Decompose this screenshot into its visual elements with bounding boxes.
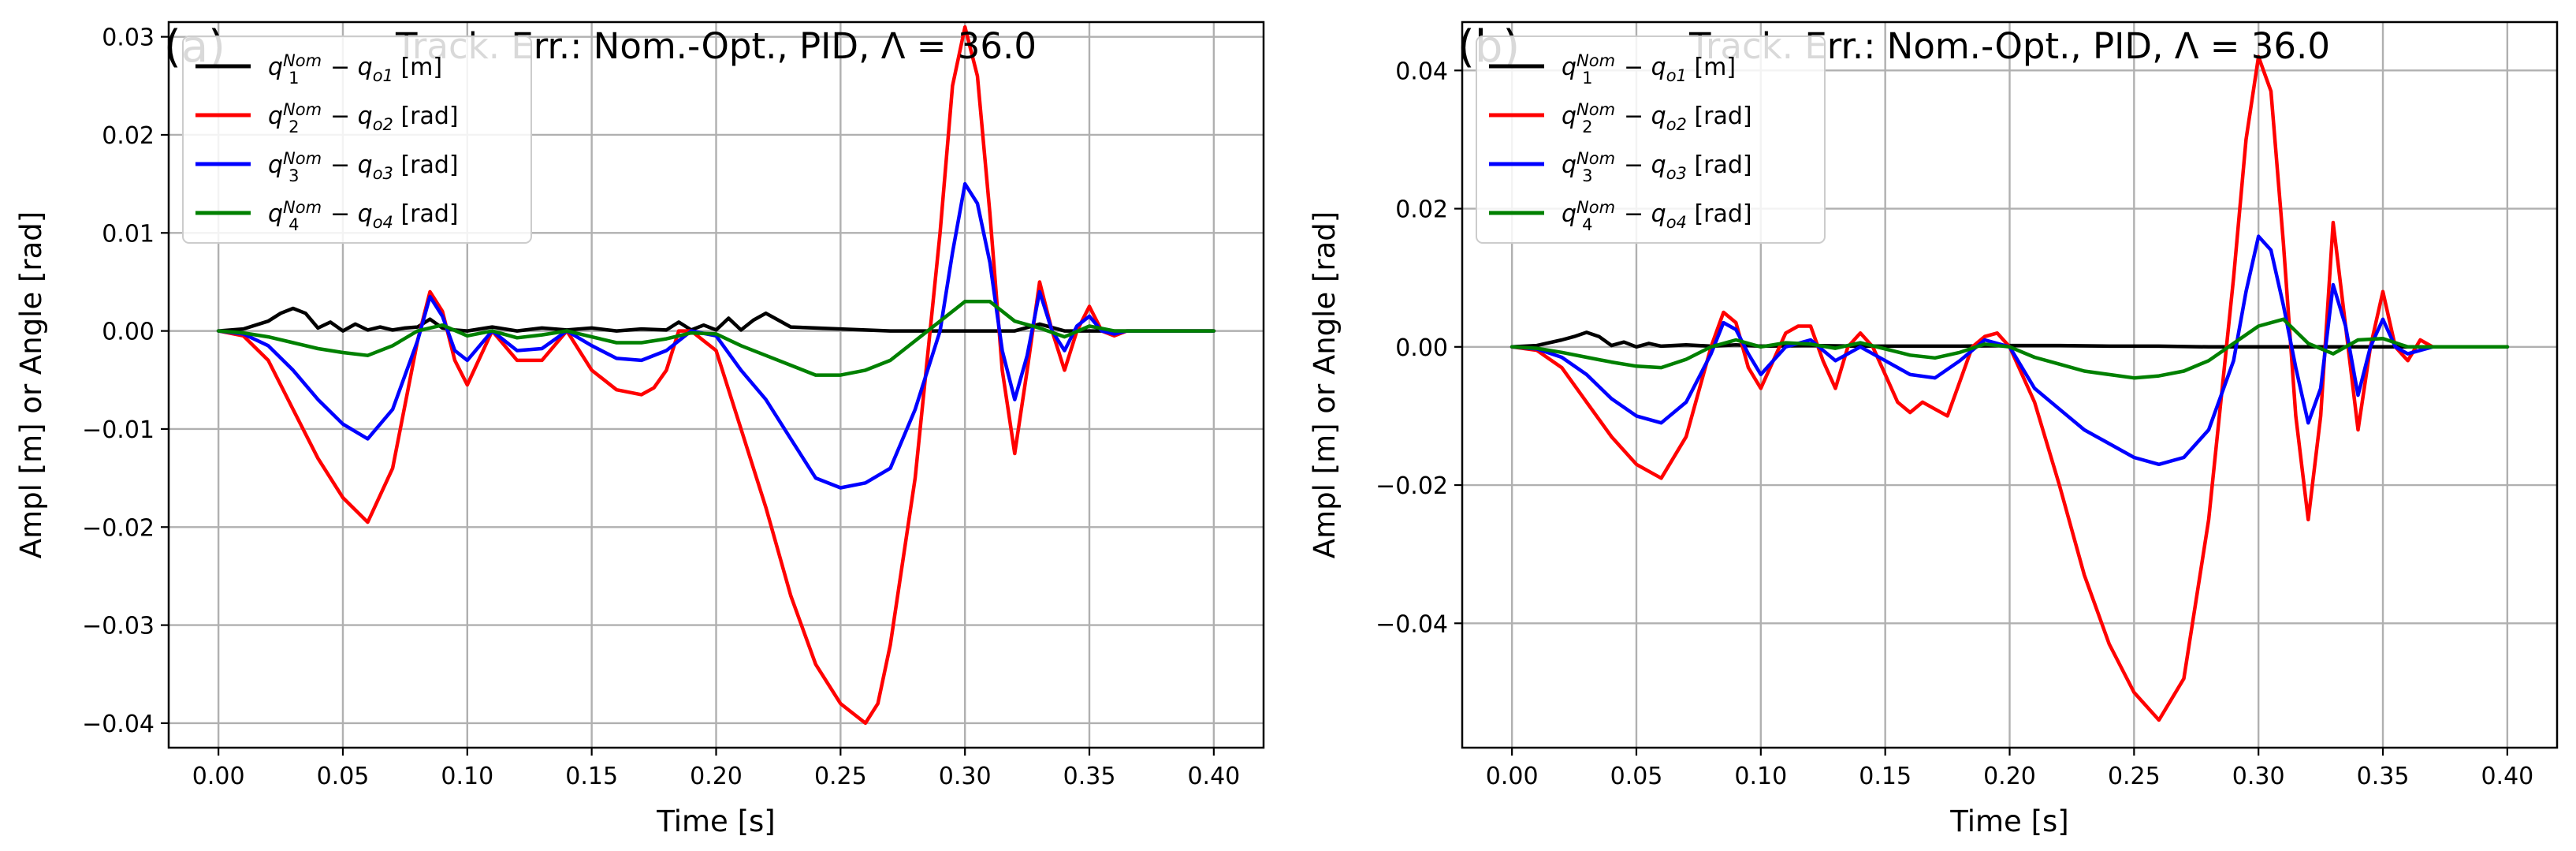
y-tick-label: −0.04 bbox=[82, 711, 154, 738]
series-line-q3 bbox=[1509, 234, 2510, 467]
legend-label-q2: qNom 2 − qo2 [rad] bbox=[268, 100, 459, 136]
x-tick-label: 0.40 bbox=[1187, 763, 1240, 790]
series-line-q3 bbox=[216, 181, 1216, 490]
x-tick-label: 0.35 bbox=[1063, 763, 1116, 790]
y-tick-label: −0.01 bbox=[82, 416, 154, 444]
series-line-q2 bbox=[1509, 54, 2510, 722]
x-tick-label: 0.15 bbox=[565, 763, 618, 790]
x-tick-label: 0.05 bbox=[317, 763, 370, 790]
series-line-q4 bbox=[216, 300, 1216, 377]
x-tick-label: 0.25 bbox=[814, 763, 867, 790]
legend: qNom 1 − qo1 [m] qNom 2 − qo2 [rad] qNom 3 − … bbox=[182, 35, 532, 244]
y-tick-label: 0.03 bbox=[102, 24, 154, 52]
x-tick-label: 0.10 bbox=[441, 763, 493, 790]
y-tick-label: 0.00 bbox=[102, 319, 154, 346]
chart-panel-b: 0.00 0.05 0.10 0.15 0.20 0.25 0.30 0.35 0.40 −0.0… bbox=[1308, 21, 2559, 838]
x-tick-label: 0.30 bbox=[2232, 763, 2285, 790]
chart-panel-a: 0.00 0.05 0.10 0.15 0.20 0.25 0.30 0.35 0.40 −0.0… bbox=[14, 21, 1265, 838]
y-tick-label: 0.04 bbox=[1395, 58, 1448, 85]
x-tick-label: 0.20 bbox=[690, 763, 743, 790]
x-tick-label: 0.40 bbox=[2481, 763, 2533, 790]
x-tick-label: 0.35 bbox=[2357, 763, 2410, 790]
x-tick-label: 0.00 bbox=[192, 763, 245, 790]
y-tick-label: −0.03 bbox=[82, 613, 154, 640]
y-tick-label: 0.00 bbox=[1395, 334, 1448, 362]
y-tick-label: 0.01 bbox=[102, 220, 154, 248]
legend-label-q3: qNom 3 − qo3 [rad] bbox=[1562, 149, 1752, 185]
legend-box bbox=[182, 35, 532, 244]
x-axis-label: Time [s] bbox=[1949, 804, 2068, 838]
series-line-q1 bbox=[216, 306, 1216, 333]
y-tick-label: −0.04 bbox=[1375, 610, 1448, 638]
y-tick-label: −0.02 bbox=[1375, 472, 1448, 500]
x-tick-label: 0.10 bbox=[1734, 763, 1787, 790]
legend-label-q3: qNom 3 − qo3 [rad] bbox=[268, 149, 459, 185]
series-line-q4 bbox=[1509, 317, 2510, 380]
y-axis-label: Ampl [m] or Angle [rad] bbox=[1308, 211, 1342, 558]
legend-label-q1: qNom 1 − qo1 [m] bbox=[1562, 51, 1736, 88]
y-axis-label: Ampl [m] or Angle [rad] bbox=[14, 211, 48, 558]
x-tick-label: 0.30 bbox=[939, 763, 992, 790]
x-tick-label: 0.15 bbox=[1859, 763, 1912, 790]
x-tick-label: 0.20 bbox=[1983, 763, 2036, 790]
x-tick-label: 0.25 bbox=[2108, 763, 2161, 790]
x-tick-label: 0.05 bbox=[1610, 763, 1663, 790]
y-tick-label: 0.02 bbox=[1395, 196, 1448, 224]
x-axis-label: Time [s] bbox=[656, 804, 775, 838]
legend-label-q4: qNom 4 − qo4 [rad] bbox=[1562, 198, 1752, 234]
x-tick-label: 0.00 bbox=[1486, 763, 1539, 790]
legend-label-q4: qNom 4 − qo4 [rad] bbox=[268, 198, 459, 234]
legend: qNom 1 − qo1 [m] qNom 2 − qo2 [rad] qNom 3 − … bbox=[1476, 35, 1826, 244]
legend-label-q2: qNom 2 − qo2 [rad] bbox=[1562, 100, 1752, 136]
legend-label-q1: qNom 1 − qo1 [m] bbox=[268, 51, 442, 88]
y-tick-label: 0.02 bbox=[102, 122, 154, 150]
legend-box bbox=[1476, 35, 1826, 244]
y-tick-label: −0.02 bbox=[82, 514, 154, 542]
